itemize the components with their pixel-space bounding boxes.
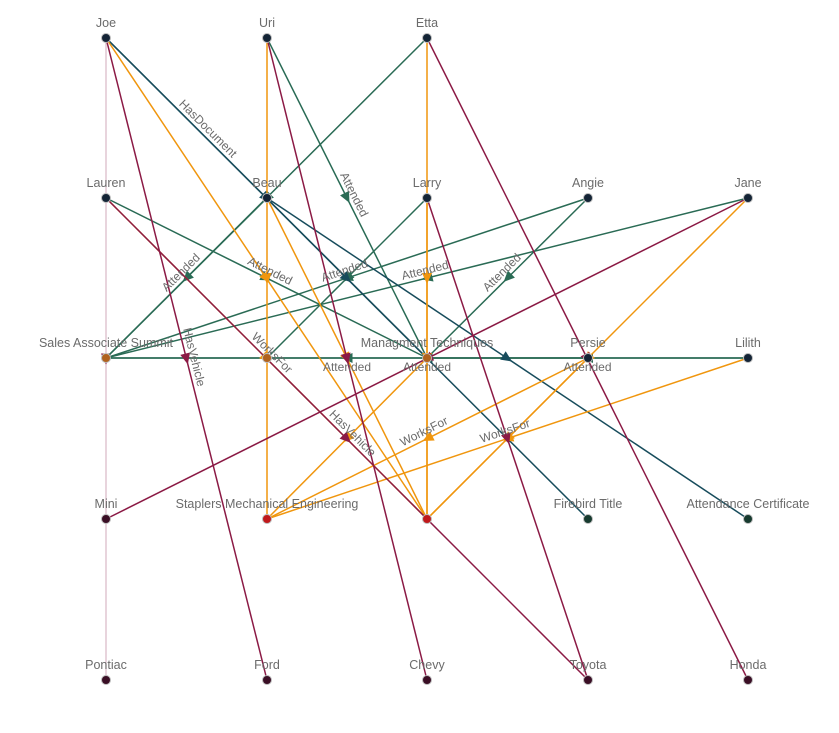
node-persie[interactable]: Persie	[570, 336, 606, 363]
node-label: Uri	[259, 16, 275, 30]
node-label: Managment Techniques	[361, 336, 494, 350]
edge-label: Attended	[563, 360, 611, 374]
node-label: Toyota	[570, 658, 607, 672]
nodes-layer: Joe Uri Etta Lauren Beau Larry Angie Jane Sales …	[39, 16, 810, 685]
arrowhead-icon	[259, 271, 270, 284]
node-dot[interactable]	[422, 675, 432, 685]
node-dot[interactable]	[743, 514, 753, 524]
arrowhead-icon	[339, 431, 351, 443]
node-dot[interactable]	[743, 353, 753, 363]
edge-hasdocument[interactable]	[266, 197, 749, 520]
node-dot[interactable]	[262, 353, 272, 363]
edge-attended[interactable]	[266, 37, 428, 359]
node-larry[interactable]: Larry	[413, 176, 442, 203]
node-etta[interactable]: Etta	[416, 16, 438, 43]
node-label: Persie	[570, 336, 605, 350]
node-pontiac[interactable]: Pontiac	[85, 658, 127, 685]
node-jane[interactable]: Jane	[734, 176, 762, 203]
node-dot[interactable]	[101, 33, 111, 43]
node-dot[interactable]	[743, 675, 753, 685]
edge-hasvehicle[interactable]	[266, 37, 428, 681]
node-dot[interactable]	[422, 33, 432, 43]
node-dot[interactable]	[262, 33, 272, 43]
node-managment-techniques[interactable]: Managment Techniques	[361, 336, 494, 363]
node-dot[interactable]	[422, 353, 432, 363]
node-label: Lauren	[87, 176, 126, 190]
node-label: Lilith	[735, 336, 761, 350]
node-ford[interactable]: Ford	[254, 658, 280, 685]
node-label: Attendance Certificate	[687, 497, 810, 511]
node-toyota[interactable]: Toyota	[570, 658, 607, 685]
node-chevy[interactable]: Chevy	[409, 658, 445, 685]
arrowhead-icon	[180, 352, 191, 365]
node-label: Joe	[96, 16, 116, 30]
node-dot[interactable]	[422, 193, 432, 203]
node-firebird-title[interactable]: Firebird Title	[554, 497, 623, 524]
node-dot[interactable]	[583, 675, 593, 685]
arrowhead-icon	[500, 351, 513, 362]
node-sales-associate-summit[interactable]: Sales Associate Summit	[39, 336, 174, 363]
node-dot[interactable]	[583, 353, 593, 363]
edge-worksfor[interactable]	[105, 37, 428, 520]
node-label: Honda	[730, 658, 767, 672]
edge-label: Attended	[323, 360, 371, 374]
node-dot[interactable]	[262, 514, 272, 524]
edge-worksfor[interactable]	[266, 357, 589, 520]
edge-label: Attended	[480, 250, 524, 294]
node-label: Sales Associate Summit	[39, 336, 174, 350]
edge-hasvehicle[interactable]	[105, 37, 268, 681]
node-dot[interactable]	[101, 193, 111, 203]
node-staplers-mechanical-engineering[interactable]: Staplers Mechanical Engineering	[176, 497, 359, 524]
edge-label: Attended	[403, 360, 451, 374]
node-unlabeled[interactable]	[422, 514, 432, 524]
node-unlabeled[interactable]	[262, 353, 272, 363]
node-dot[interactable]	[583, 193, 593, 203]
node-attendance-certificate[interactable]: Attendance Certificate	[687, 497, 810, 524]
node-label: Staplers Mechanical Engineering	[176, 497, 359, 511]
node-dot[interactable]	[262, 675, 272, 685]
node-honda[interactable]: Honda	[730, 658, 767, 685]
node-label: Ford	[254, 658, 280, 672]
node-dot[interactable]	[422, 514, 432, 524]
node-lauren[interactable]: Lauren	[87, 176, 126, 203]
node-label: Beau	[252, 176, 281, 190]
arrowhead-icon	[422, 431, 435, 441]
edge-hasvehicle[interactable]	[426, 197, 589, 681]
node-joe[interactable]: Joe	[96, 16, 116, 43]
arrowhead-icon	[340, 190, 350, 203]
node-label: Larry	[413, 176, 442, 190]
node-label: Etta	[416, 16, 438, 30]
arrowhead-icon	[182, 270, 194, 282]
node-beau[interactable]: Beau	[252, 176, 282, 203]
node-label: Firebird Title	[554, 497, 623, 511]
edge-label: HasDocument	[176, 97, 240, 161]
edge-hasvehicle[interactable]	[105, 197, 589, 681]
node-dot[interactable]	[101, 353, 111, 363]
node-lilith[interactable]: Lilith	[735, 336, 761, 363]
node-dot[interactable]	[101, 675, 111, 685]
arrowhead-icon	[501, 432, 511, 445]
node-label: Jane	[734, 176, 761, 190]
node-label: Angie	[572, 176, 604, 190]
node-dot[interactable]	[743, 193, 753, 203]
node-uri[interactable]: Uri	[259, 16, 275, 43]
node-dot[interactable]	[583, 514, 593, 524]
edge-attended[interactable]	[426, 197, 589, 359]
node-dot[interactable]	[101, 514, 111, 524]
node-angie[interactable]: Angie	[572, 176, 604, 203]
node-mini[interactable]: Mini	[95, 497, 118, 524]
node-dot[interactable]	[262, 193, 272, 203]
node-label: Mini	[95, 497, 118, 511]
arrowhead-icon	[340, 352, 351, 365]
arrowhead-icon	[503, 270, 515, 282]
node-label: Chevy	[409, 658, 445, 672]
node-label: Pontiac	[85, 658, 127, 672]
